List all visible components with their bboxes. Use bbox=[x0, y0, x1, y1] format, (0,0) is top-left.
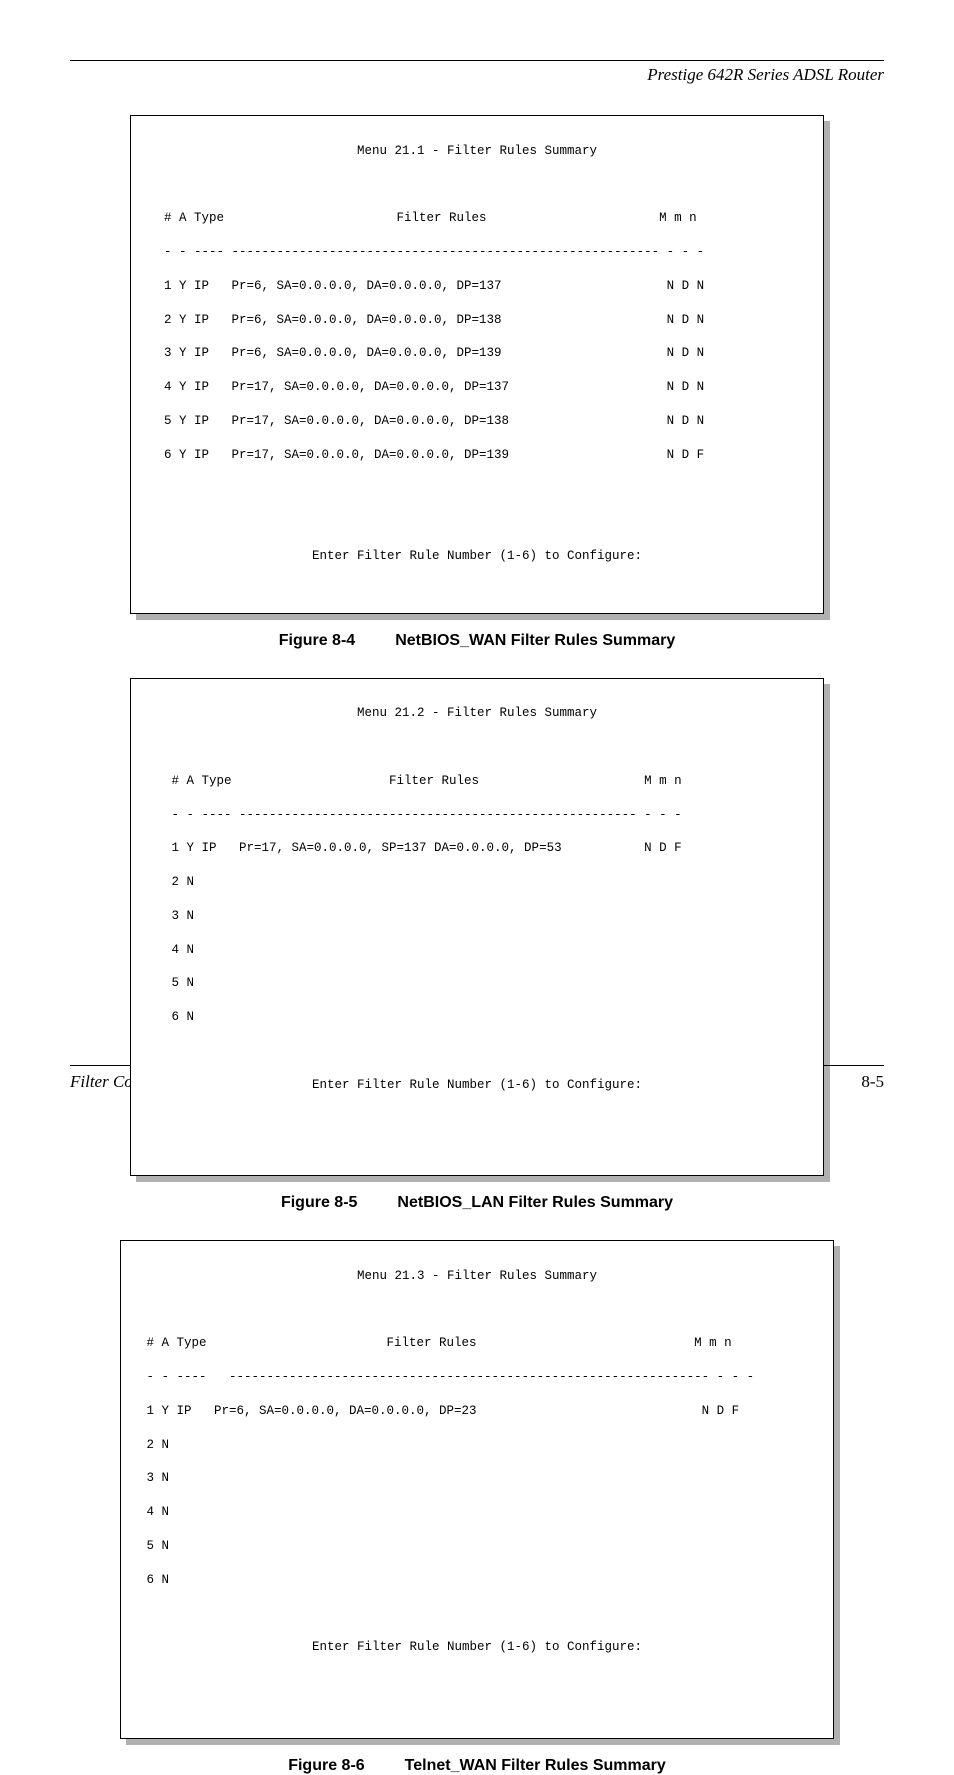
row: 5 Y IP Pr=17, SA=0.0.0.0, DA=0.0.0.0, DP… bbox=[149, 413, 805, 430]
terminal-content-3: Menu 21.3 - Filter Rules Summary # A Typ… bbox=[120, 1240, 834, 1739]
menu-title: Menu 21.1 - Filter Rules Summary bbox=[149, 143, 805, 160]
row: 1 Y IP Pr=6, SA=0.0.0.0, DA=0.0.0.0, DP=… bbox=[149, 278, 805, 295]
row: 6 Y IP Pr=17, SA=0.0.0.0, DA=0.0.0.0, DP… bbox=[149, 447, 805, 464]
figure-caption-2: Figure 8-5 NetBIOS_LAN Filter Rules Summa… bbox=[70, 1194, 884, 1212]
header-row: # A Type Filter Rules M m n bbox=[149, 773, 805, 790]
row: 1 Y IP Pr=6, SA=0.0.0.0, DA=0.0.0.0, DP=… bbox=[139, 1403, 815, 1420]
row: 6 N bbox=[149, 1009, 805, 1026]
row: 5 N bbox=[139, 1538, 815, 1555]
header-product: Prestige 642R Series ADSL Router bbox=[70, 65, 884, 85]
row: 2 Y IP Pr=6, SA=0.0.0.0, DA=0.0.0.0, DP=… bbox=[149, 312, 805, 329]
row: 3 N bbox=[139, 1470, 815, 1487]
divider-row: - - ---- -------------------------------… bbox=[149, 244, 805, 261]
figure-caption-3: Figure 8-6 Telnet_WAN Filter Rules Summar… bbox=[70, 1757, 884, 1775]
terminal-content-1: Menu 21.1 - Filter Rules Summary # A Typ… bbox=[130, 115, 824, 614]
terminal-box-3: Menu 21.3 - Filter Rules Summary # A Typ… bbox=[120, 1240, 834, 1739]
row: 3 N bbox=[149, 908, 805, 925]
terminal-content-2: Menu 21.2 - Filter Rules Summary # A Typ… bbox=[130, 678, 824, 1177]
row: 3 Y IP Pr=6, SA=0.0.0.0, DA=0.0.0.0, DP=… bbox=[149, 345, 805, 362]
row: 6 N bbox=[139, 1572, 815, 1589]
figure-number: Figure 8-5 bbox=[281, 1194, 357, 1212]
row: 4 N bbox=[149, 942, 805, 959]
row: 2 N bbox=[139, 1437, 815, 1454]
divider-row: - - ---- -------------------------------… bbox=[149, 807, 805, 824]
menu-title: Menu 21.2 - Filter Rules Summary bbox=[149, 705, 805, 722]
row: 5 N bbox=[149, 975, 805, 992]
figure-caption-1: Figure 8-4 NetBIOS_WAN Filter Rules Summa… bbox=[70, 632, 884, 650]
terminal-box-2: Menu 21.2 - Filter Rules Summary # A Typ… bbox=[130, 678, 824, 1177]
row: 4 N bbox=[139, 1504, 815, 1521]
terminal-box-1: Menu 21.1 - Filter Rules Summary # A Typ… bbox=[130, 115, 824, 614]
footer-page: 8-5 bbox=[861, 1072, 884, 1092]
prompt: Enter Filter Rule Number (1-6) to Config… bbox=[149, 1077, 805, 1094]
row: 4 Y IP Pr=17, SA=0.0.0.0, DA=0.0.0.0, DP… bbox=[149, 379, 805, 396]
prompt: Enter Filter Rule Number (1-6) to Config… bbox=[149, 548, 805, 565]
prompt: Enter Filter Rule Number (1-6) to Config… bbox=[139, 1639, 815, 1656]
figure-title: NetBIOS_LAN Filter Rules Summary bbox=[397, 1194, 673, 1211]
row: 1 Y IP Pr=17, SA=0.0.0.0, SP=137 DA=0.0.… bbox=[149, 840, 805, 857]
figure-title: NetBIOS_WAN Filter Rules Summary bbox=[395, 632, 675, 649]
divider-row: - - ---- -------------------------------… bbox=[139, 1369, 815, 1386]
header-row: # A Type Filter Rules M m n bbox=[139, 1335, 815, 1352]
row: 2 N bbox=[149, 874, 805, 891]
figure-number: Figure 8-6 bbox=[288, 1757, 364, 1775]
figure-title: Telnet_WAN Filter Rules Summary bbox=[405, 1757, 666, 1774]
menu-title: Menu 21.3 - Filter Rules Summary bbox=[139, 1268, 815, 1285]
header-row: # A Type Filter Rules M m n bbox=[149, 210, 805, 227]
figure-number: Figure 8-4 bbox=[279, 632, 355, 650]
header-rule bbox=[70, 60, 884, 61]
